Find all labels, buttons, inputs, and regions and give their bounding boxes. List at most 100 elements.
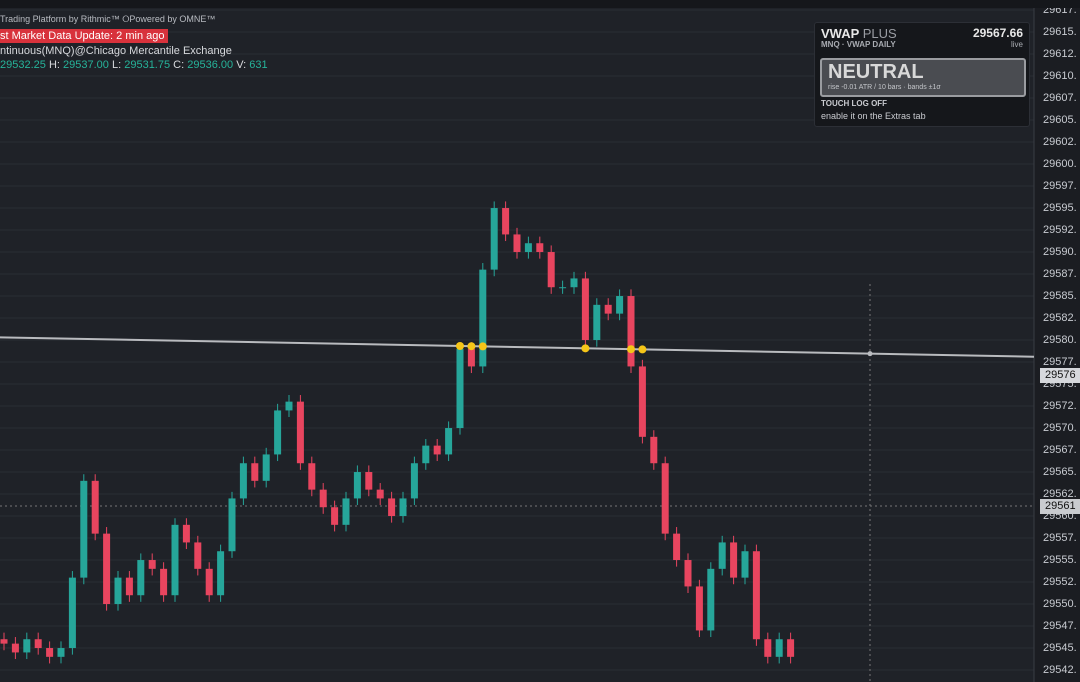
ohlcv: 29532.25 H: 29537.00 L: 29531.75 C: 2953… — [0, 59, 268, 71]
candle-body — [593, 304, 601, 341]
candle-body — [296, 401, 304, 464]
y-tick-label: 29565. — [1043, 466, 1077, 478]
candle-body — [217, 551, 225, 596]
candle-body — [148, 560, 156, 569]
touch-marker — [456, 342, 464, 351]
y-tick-label: 29595. — [1043, 202, 1077, 214]
panel-title-sub: PLUS — [862, 26, 897, 41]
y-tick-label: 29567. — [1043, 444, 1077, 456]
crosshair-price-label: 29561 — [1040, 499, 1080, 514]
y-tick-label: 29577. — [1043, 356, 1077, 368]
candle-body — [433, 445, 441, 455]
candle-body — [11, 643, 19, 653]
ohlcv-label: H: — [48, 59, 60, 71]
candle-body — [353, 472, 361, 499]
candle-body — [171, 524, 179, 596]
candle-body — [205, 568, 213, 596]
candle-body — [46, 648, 54, 657]
panel-title-main: VWAP — [821, 26, 860, 41]
candle-body — [707, 568, 715, 631]
candle-body — [547, 252, 555, 288]
y-tick-label: 29600. — [1043, 158, 1077, 170]
price-axis — [1034, 0, 1080, 682]
candle-body — [570, 278, 578, 288]
candle-body — [661, 463, 669, 534]
candle-body — [262, 454, 270, 481]
y-tick-label: 29582. — [1043, 312, 1077, 324]
candle-body — [80, 480, 88, 578]
ohlcv-label: L: — [111, 59, 122, 71]
candle-body — [524, 243, 532, 253]
vwap-point — [867, 351, 873, 357]
candle-body — [274, 410, 282, 455]
hint: enable it on the Extras tab — [821, 111, 926, 121]
y-tick-label: 29557. — [1043, 532, 1077, 544]
y-tick-label: 29545. — [1043, 642, 1077, 654]
ohlcv-label: V: — [236, 59, 247, 71]
candle-body — [422, 445, 430, 464]
state-box: NEUTRAL rise -0.01 ATR / 10 bars · bands… — [820, 58, 1026, 97]
candle-body — [239, 463, 247, 499]
candle-body — [650, 436, 658, 464]
state-detail: rise -0.01 ATR / 10 bars · bands ±1σ — [828, 84, 941, 91]
instrument: ntinuous(MNQ)@Chicago Mercantile Exchang… — [0, 45, 232, 57]
candle-body — [490, 208, 498, 270]
candle-body — [695, 586, 703, 631]
y-tick-label: 29612. — [1043, 48, 1077, 60]
y-tick-label: 29602. — [1043, 136, 1077, 148]
y-tick-label: 29547. — [1043, 620, 1077, 632]
candle-body — [638, 366, 646, 437]
y-tick-label: 29550. — [1043, 598, 1077, 610]
platform-text: Trading Platform by Rithmic™ ⭘Powered by… — [0, 14, 216, 24]
candle-body — [467, 348, 475, 367]
candle-body — [513, 234, 521, 253]
last-price-label: 29576 — [1040, 368, 1080, 383]
ohlcv-value: 29537.00 — [63, 59, 109, 71]
candle-body — [536, 243, 544, 253]
y-tick-label: 29592. — [1043, 224, 1077, 236]
y-tick-label: 29572. — [1043, 400, 1077, 412]
ohlcv-value: 29536.00 — [187, 59, 234, 71]
candle-body — [308, 463, 316, 490]
candle-body — [479, 269, 487, 367]
candle-body — [68, 577, 76, 649]
candle-body — [160, 568, 168, 596]
update-badge: st Market Data Update: 2 min ago — [0, 29, 169, 43]
candle-body — [730, 542, 738, 578]
candle-body — [194, 542, 202, 569]
y-tick-label: 29570. — [1043, 422, 1077, 434]
y-tick-label: 29607. — [1043, 92, 1077, 104]
ohlcv-value: 29531.75 — [124, 59, 171, 71]
candle-body — [399, 498, 407, 517]
candle-body — [376, 489, 384, 499]
candle-body — [764, 639, 772, 657]
candle-body — [34, 639, 42, 649]
y-tick-label: 29597. — [1043, 180, 1077, 192]
y-tick-label: 29615. — [1043, 26, 1077, 38]
touch-log: TOUCH LOG OFF — [821, 99, 888, 108]
y-tick-label: 29610. — [1043, 70, 1077, 82]
candle-body — [125, 577, 133, 596]
candle-body — [137, 560, 145, 596]
candle-body — [775, 639, 783, 657]
y-tick-label: 29605. — [1043, 114, 1077, 126]
candle-body — [616, 296, 624, 314]
candle-body — [23, 639, 31, 653]
candle-body — [410, 463, 418, 499]
ohlcv-label: C: — [173, 59, 185, 71]
candle-body — [684, 560, 692, 587]
candle-body — [388, 498, 396, 517]
y-tick-label: 29555. — [1043, 554, 1077, 566]
candle-body — [0, 639, 8, 644]
candle-body — [581, 278, 589, 341]
touch-marker — [627, 345, 635, 354]
candle-body — [559, 287, 567, 289]
candle-body — [331, 507, 339, 525]
candle-body — [228, 498, 236, 552]
y-tick-label: 29587. — [1043, 268, 1077, 280]
candle-body — [741, 551, 749, 578]
y-tick-label: 29585. — [1043, 290, 1077, 302]
y-tick-label: 29552. — [1043, 576, 1077, 588]
